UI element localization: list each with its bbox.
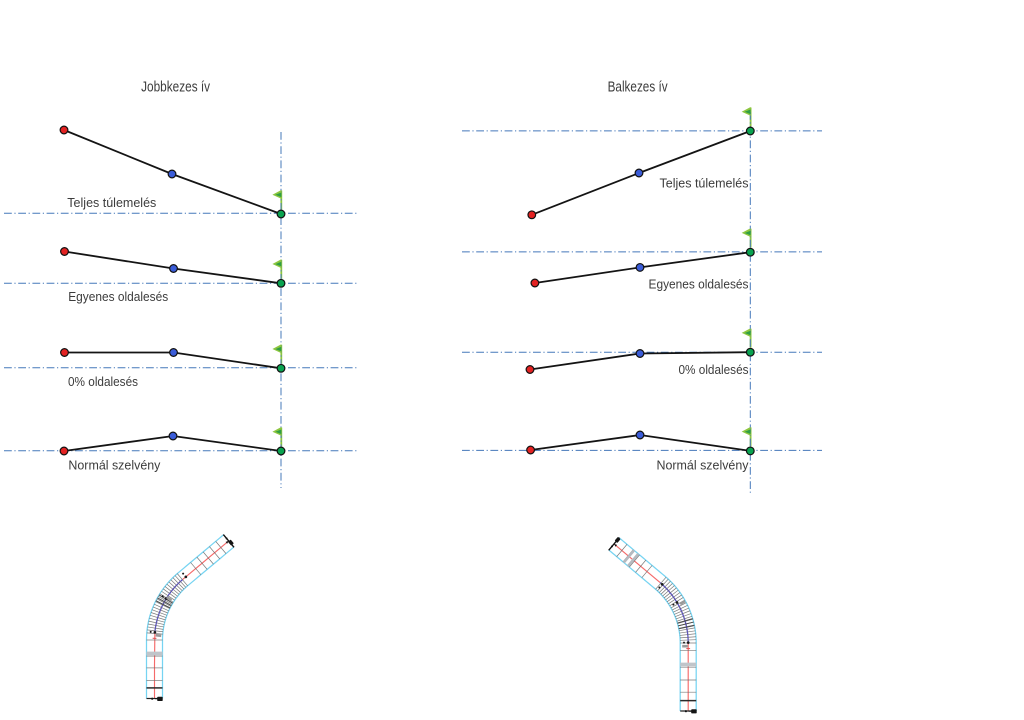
svg-text:Normál szelvény: Normál szelvény [68, 459, 161, 473]
svg-text:Normál szelvény: Normál szelvény [657, 459, 750, 473]
svg-text:0% oldalesés: 0% oldalesés [68, 375, 138, 389]
svg-text:Jobbkezes ív: Jobbkezes ív [141, 79, 210, 95]
svg-text:Teljes túlemelés: Teljes túlemelés [660, 177, 749, 191]
svg-text:Egyenes oldalesés: Egyenes oldalesés [68, 290, 168, 304]
svg-text:Teljes túlemelés: Teljes túlemelés [67, 196, 156, 210]
svg-text:Egyenes oldalesés: Egyenes oldalesés [649, 278, 749, 292]
svg-text:Balkezes ív: Balkezes ív [608, 79, 668, 95]
svg-text:0% oldalesés: 0% oldalesés [679, 363, 749, 377]
